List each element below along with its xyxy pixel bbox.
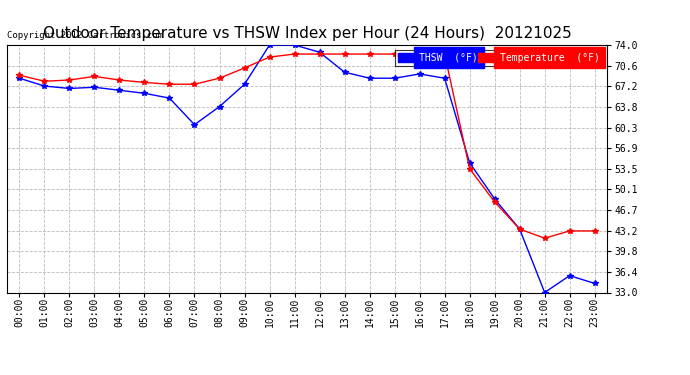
Text: Copyright 2012 Cartronics.com: Copyright 2012 Cartronics.com bbox=[7, 31, 163, 40]
Title: Outdoor Temperature vs THSW Index per Hour (24 Hours)  20121025: Outdoor Temperature vs THSW Index per Ho… bbox=[43, 26, 571, 41]
Legend: THSW  (°F), Temperature  (°F): THSW (°F), Temperature (°F) bbox=[395, 50, 602, 66]
